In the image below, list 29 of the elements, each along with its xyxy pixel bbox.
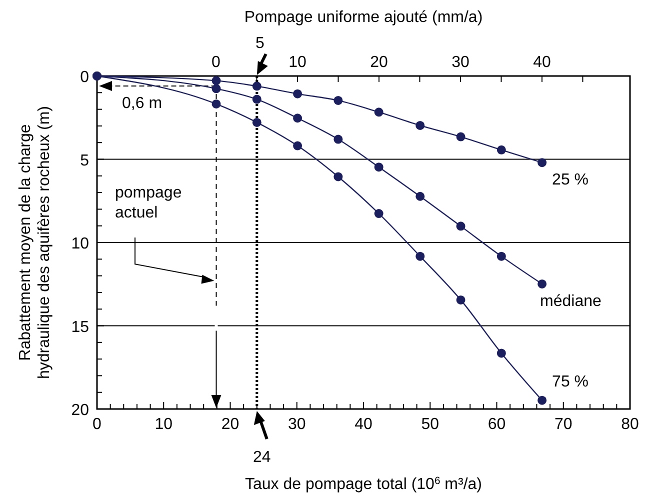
annotation: 5	[255, 35, 264, 52]
x-tick-label: 0	[92, 416, 102, 433]
ref-line-label: 24	[253, 449, 271, 466]
x2-tick-label: 0	[212, 54, 221, 71]
x-tick-label: 30	[288, 416, 306, 433]
x-tick-label: 10	[154, 416, 173, 433]
y-tick-label: 10	[71, 236, 90, 252]
y-tick-label: 5	[80, 152, 90, 170]
x-tick-label: 50	[421, 416, 440, 433]
series-label: 75 %	[552, 373, 589, 390]
x2-tick-label: 20	[370, 54, 388, 71]
y-tick-label: 0	[80, 69, 90, 86]
x-tick-label: 70	[554, 416, 572, 433]
ref-line-label: pompage actuel	[115, 184, 182, 222]
x2-axis-title: Pompage uniforme ajouté (mm/a)	[244, 9, 483, 26]
y-axis-title: Rabattement moyen de la charge hydraulique des aquifères rocheux (m)	[17, 106, 53, 380]
x-tick-label: 20	[221, 416, 240, 433]
x-tick-label: 40	[354, 416, 372, 433]
y-tick-label: 15	[71, 318, 90, 336]
x-tick-label: 80	[621, 416, 639, 433]
x-tick-label: 60	[488, 416, 506, 433]
y-tick-label: 20	[71, 402, 90, 419]
x2-tick-label: 40	[533, 54, 551, 71]
series-label: 25 %	[552, 172, 589, 189]
annotation: 0,6 m	[122, 94, 162, 112]
x-axis-title: Taux de pompage total (10$^{6}$ m³/a)	[244, 476, 482, 493]
x2-tick-label: 30	[452, 54, 470, 71]
series-label: médiane	[540, 292, 602, 310]
x2-tick-label: 10	[288, 54, 306, 71]
